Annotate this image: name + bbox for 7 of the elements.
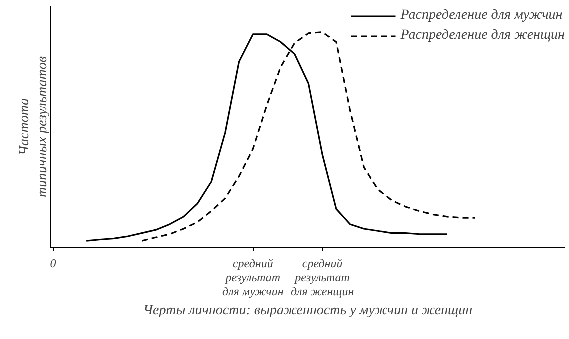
x-axis-title: Черты личности: выраженность у мужчин и женщин (143, 304, 473, 318)
text: средний результат для мужчин (222, 256, 284, 298)
y-axis-title: Частота типичных результатов (18, 56, 50, 198)
text: средний результат для женщин (290, 256, 354, 298)
legend-label: Распределение для мужчин (400, 8, 563, 24)
legend-label: Распределение для женщин (400, 28, 565, 44)
text: 0 (50, 256, 56, 270)
